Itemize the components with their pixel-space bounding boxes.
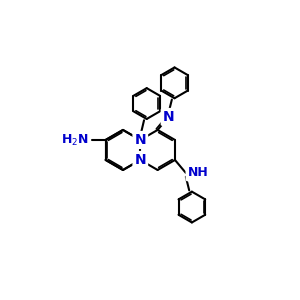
Text: N: N bbox=[134, 153, 146, 167]
Text: N: N bbox=[134, 133, 146, 147]
Text: N: N bbox=[163, 110, 174, 124]
Text: NH: NH bbox=[188, 167, 208, 179]
Text: H$_2$N: H$_2$N bbox=[61, 132, 89, 148]
